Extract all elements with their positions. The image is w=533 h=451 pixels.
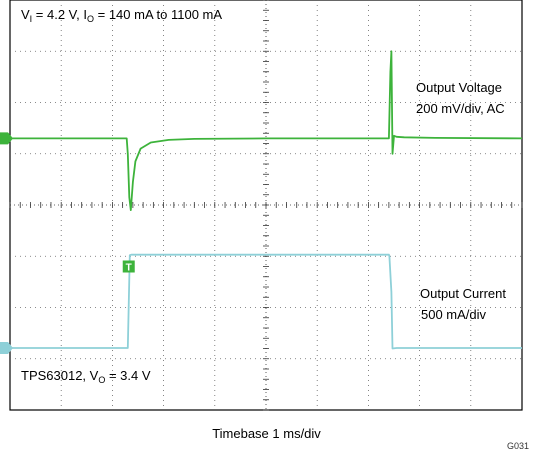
series-line-output-current	[10, 253, 522, 350]
device-label: TPS63012, VO = 3.4 V	[21, 368, 151, 385]
channel-marker-arrow	[0, 341, 13, 354]
grid	[9, 0, 523, 411]
channel-1-marker	[0, 132, 13, 145]
channel-marker-arrow	[0, 132, 13, 145]
test-condition-label: VI = 4.2 V, IO = 140 mA to 1100 mA	[21, 7, 223, 24]
traces	[10, 50, 523, 350]
channel-2-marker	[0, 341, 13, 354]
voltage-scale-label: 200 mV/div, AC	[416, 101, 505, 116]
current-series-label: Output Current	[420, 286, 506, 301]
channel-markers: T	[0, 132, 135, 354]
x-axis-label: Timebase 1 ms/div	[212, 426, 321, 441]
voltage-series-label: Output Voltage	[416, 80, 503, 95]
figure-id: G031	[506, 441, 529, 451]
series-line-output-voltage	[10, 50, 523, 212]
trigger-marker-label: T	[126, 263, 132, 274]
trigger-marker	[122, 260, 135, 273]
current-scale-label: 500 mA/div	[421, 307, 487, 322]
